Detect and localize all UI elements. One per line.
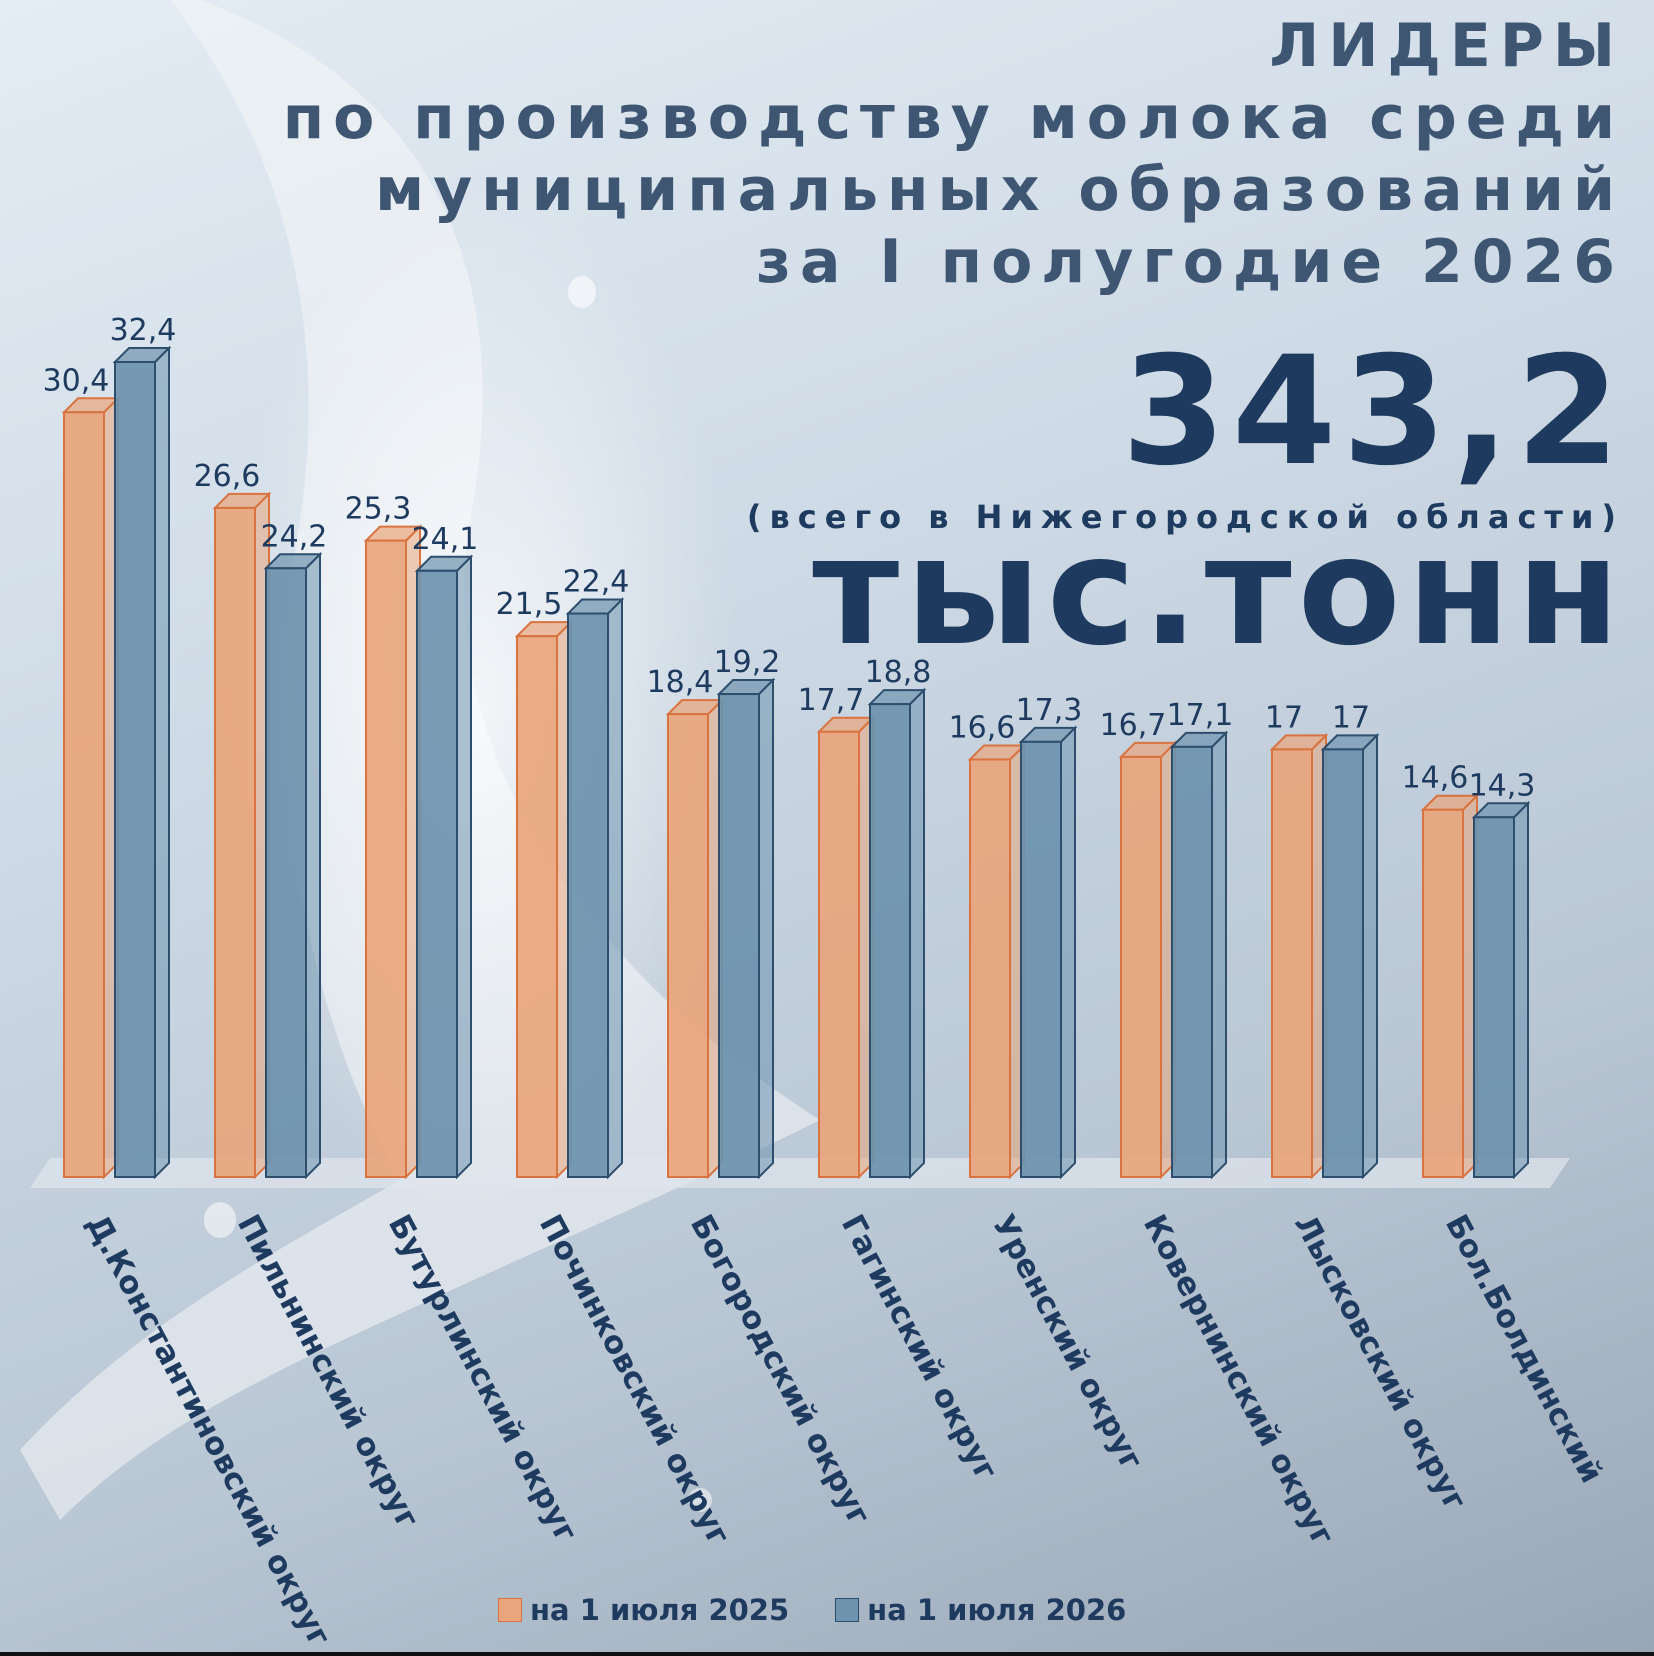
- bar-2026: [414, 554, 474, 1180]
- legend-label-2026: на 1 июля 2026: [867, 1593, 1127, 1627]
- bar-value-label: 26,6: [194, 459, 261, 494]
- bar-2026: [867, 687, 927, 1180]
- category-label: Бол.Болдинский: [1438, 1209, 1610, 1489]
- bar-side-face: [607, 597, 623, 1180]
- bar-front-face: [1020, 740, 1062, 1178]
- bottom-border: [0, 1652, 1654, 1656]
- bar-front-face: [214, 506, 256, 1178]
- bar-side-face: [1362, 732, 1378, 1180]
- bar-front-face: [567, 612, 609, 1178]
- bar-2025: [1118, 740, 1178, 1180]
- category-label: Гагинский округ: [834, 1209, 1004, 1486]
- bar-value-label: 21,5: [496, 587, 563, 622]
- legend-item-2026: на 1 июля 2026: [835, 1593, 1126, 1627]
- bar-value-label: 25,3: [345, 492, 412, 527]
- bar-2025: [1420, 793, 1480, 1180]
- bar-2026: [1320, 732, 1380, 1180]
- bar-value-label: 17,7: [798, 683, 865, 718]
- bar-value-label: 17: [1265, 700, 1303, 735]
- bar-2026: [565, 597, 625, 1180]
- bar-value-label: 22,4: [563, 565, 630, 600]
- bar-value-label: 17: [1332, 700, 1370, 735]
- bar-2025: [967, 743, 1027, 1180]
- bar-2026: [716, 677, 776, 1180]
- bar-side-face: [154, 345, 170, 1180]
- bar-2025: [61, 395, 121, 1180]
- title-line-1: ЛИДЕРЫ: [1269, 11, 1624, 81]
- milk-droplet: [204, 1202, 236, 1238]
- category-label: Уренский округ: [985, 1209, 1150, 1476]
- bar-value-label: 16,6: [949, 710, 1016, 745]
- bar-front-face: [1322, 748, 1364, 1178]
- bar-front-face: [114, 361, 156, 1178]
- bar-value-label: 17,3: [1016, 693, 1083, 728]
- bar-value-label: 14,3: [1469, 768, 1536, 803]
- bar-value-label: 17,1: [1167, 698, 1234, 733]
- category-label: Лысковский округ: [1287, 1209, 1473, 1516]
- bar-2026: [1169, 730, 1229, 1180]
- bar-value-label: 14,6: [1402, 761, 1469, 796]
- milk-droplet: [568, 276, 596, 308]
- bar-front-face: [869, 703, 911, 1178]
- bar-2025: [1269, 732, 1329, 1180]
- bar-front-face: [969, 758, 1011, 1179]
- category-label: Богородский округ: [683, 1209, 877, 1531]
- bar-front-face: [667, 713, 709, 1179]
- bar-side-face: [1211, 730, 1227, 1180]
- bar-2025: [665, 697, 725, 1180]
- bar-2026: [112, 345, 172, 1180]
- bar-2026: [263, 551, 323, 1180]
- total-note: (всего в Нижегородской области): [746, 498, 1624, 536]
- bar-front-face: [718, 693, 760, 1178]
- bar-2025: [816, 715, 876, 1180]
- legend-swatch-2025: [498, 1598, 522, 1622]
- legend-item-2025: на 1 июля 2025: [498, 1593, 789, 1627]
- bar-value-label: 18,4: [647, 665, 714, 700]
- bar-front-face: [516, 635, 558, 1178]
- bar-front-face: [1171, 745, 1213, 1178]
- chart-title: ЛИДЕРЫ по производству молока среди муни…: [224, 10, 1624, 298]
- bar-front-face: [1422, 808, 1464, 1178]
- bar-side-face: [909, 687, 925, 1180]
- milk-droplet: [688, 1488, 712, 1512]
- bar-front-face: [1120, 755, 1162, 1178]
- bar-front-face: [265, 567, 307, 1178]
- bar-value-label: 18,8: [865, 655, 932, 690]
- bar-front-face: [1271, 748, 1313, 1178]
- bar-front-face: [63, 411, 105, 1178]
- bar-side-face: [1513, 800, 1529, 1180]
- bar-2025: [212, 491, 272, 1180]
- bar-value-label: 16,7: [1100, 708, 1167, 743]
- legend-label-2025: на 1 июля 2025: [530, 1593, 790, 1627]
- title-line-3: муниципальных образований: [375, 155, 1624, 225]
- bar-2026: [1471, 800, 1531, 1180]
- bar-2025: [514, 619, 574, 1180]
- total-value: 343,2 тыс.тонн: [812, 325, 1626, 679]
- bar-side-face: [1060, 725, 1076, 1180]
- bar-value-label: 24,2: [261, 519, 328, 554]
- bar-2025: [363, 524, 423, 1180]
- bar-value-label: 30,4: [43, 363, 110, 398]
- legend-swatch-2026: [835, 1598, 860, 1622]
- bar-front-face: [1473, 816, 1515, 1178]
- bar-value-label: 32,4: [110, 313, 177, 348]
- bar-front-face: [365, 539, 407, 1178]
- chart-legend: на 1 июля 2025 на 1 июля 2026: [498, 1590, 1126, 1630]
- bar-value-label: 19,2: [714, 645, 781, 680]
- title-line-2: по производству молока среди: [282, 83, 1624, 153]
- bar-front-face: [416, 569, 458, 1178]
- bar-front-face: [818, 730, 860, 1178]
- bar-side-face: [758, 677, 774, 1180]
- bar-2026: [1018, 725, 1078, 1180]
- bar-side-face: [305, 551, 321, 1180]
- title-line-4: за I полугодие 2026: [756, 227, 1624, 297]
- bar-value-label: 24,1: [412, 522, 479, 557]
